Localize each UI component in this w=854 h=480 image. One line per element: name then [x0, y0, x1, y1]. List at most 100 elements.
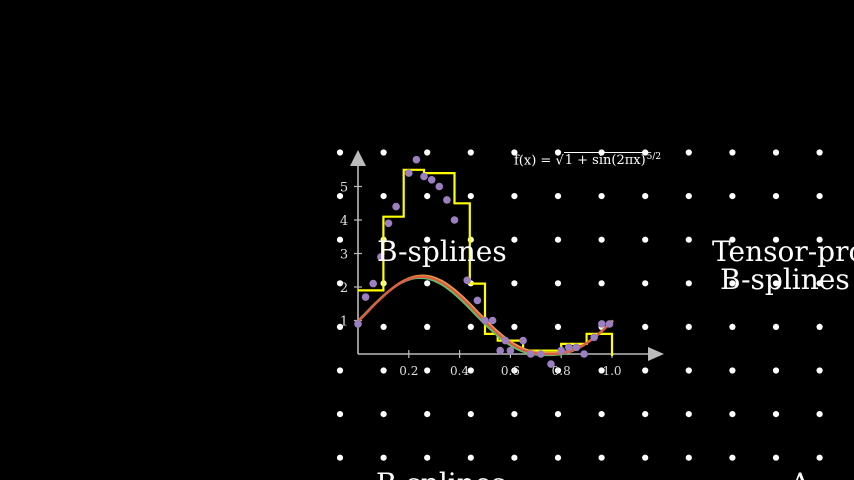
- grid-dot: [642, 411, 649, 418]
- grid-dot: [729, 454, 736, 461]
- grid-dot: [554, 411, 562, 418]
- grid-dot: [642, 280, 649, 287]
- grid-dot: [598, 454, 605, 461]
- grid-dot: [511, 149, 518, 156]
- sample-point: [526, 350, 535, 358]
- sample-point: [377, 253, 385, 261]
- grid-dot: [424, 280, 431, 287]
- grid-dot: [598, 193, 605, 200]
- grid-dot: [598, 367, 605, 374]
- x-tick-label: 1.0: [602, 364, 621, 378]
- grid-dot: [729, 367, 736, 374]
- grid-dot: [511, 280, 518, 287]
- grid-dot: [685, 280, 692, 287]
- grid-dot: [380, 411, 387, 418]
- sample-point: [481, 316, 489, 325]
- sample-point: [361, 293, 370, 301]
- grid-dot: [336, 280, 344, 287]
- sample-point: [537, 350, 545, 358]
- formula-lhs: f(x) =: [514, 153, 556, 169]
- grid-dot: [642, 236, 649, 243]
- sample-point: [384, 219, 393, 228]
- grid-dot: [772, 236, 780, 243]
- sample-point: [488, 316, 497, 325]
- grid-dot: [554, 236, 562, 243]
- grid-dot: [336, 411, 344, 418]
- grid-dot: [729, 411, 736, 418]
- sample-point: [557, 346, 565, 355]
- grid-dot: [772, 454, 780, 461]
- formula-radicand: 1 + sin(2πx): [563, 152, 647, 169]
- grid-dot: [685, 411, 692, 418]
- grid-dot: [467, 193, 474, 200]
- grid-dot: [816, 323, 823, 330]
- sample-point: [580, 350, 588, 358]
- grid-dot: [598, 149, 605, 156]
- grid-dot: [816, 193, 823, 200]
- grid-dot: [467, 367, 474, 374]
- sample-point: [501, 336, 510, 345]
- grid-dot: [642, 149, 649, 156]
- sample-point: [369, 279, 378, 288]
- sample-point: [450, 216, 459, 224]
- grid-dot: [816, 236, 823, 243]
- grid-dot: [467, 323, 474, 330]
- sample-point: [496, 346, 505, 355]
- grid-dot: [642, 367, 649, 374]
- tensor-product-label-line1: Tensor-pro: [712, 235, 854, 268]
- grid-dot: [336, 454, 344, 461]
- sample-point: [473, 296, 482, 305]
- y-axis-arrowhead: [350, 150, 366, 166]
- x-tick-label: 0.8: [552, 364, 571, 378]
- grid-dot: [424, 149, 431, 156]
- grid-dot: [511, 236, 518, 243]
- grid-dot: [467, 149, 474, 156]
- grid-dot: [511, 323, 518, 330]
- sample-point: [598, 320, 606, 328]
- y-tick-label: 5: [340, 181, 348, 196]
- grid-dot: [685, 149, 692, 156]
- grid-dot: [772, 193, 780, 200]
- grid-dot: [424, 323, 431, 330]
- sample-point: [565, 343, 573, 352]
- grid-dot: [554, 367, 562, 374]
- sample-point: [435, 182, 444, 191]
- x-tick-label: 0.2: [399, 364, 418, 378]
- grid-dot: [685, 236, 692, 243]
- sample-point: [427, 176, 436, 184]
- grid-dot: [380, 454, 387, 461]
- sample-point: [590, 333, 598, 342]
- grid-dot: [816, 454, 823, 461]
- function-formula: f(x) = √1 + sin(2πx)5/2: [514, 152, 662, 169]
- grid-dot: [424, 236, 431, 243]
- tensor-product-label-line2: B-splines: [720, 263, 850, 296]
- formula-exponent: 5/2: [646, 152, 662, 162]
- grid-dot: [554, 323, 562, 330]
- grid-dot: [772, 280, 780, 287]
- grid-dot: [424, 193, 431, 200]
- grid-dot: [729, 280, 736, 287]
- grid-dot: [772, 149, 780, 156]
- grid-dot: [816, 280, 823, 287]
- grid-dot: [598, 411, 605, 418]
- y-tick-label: 2: [340, 281, 348, 296]
- grid-dot: [380, 323, 387, 330]
- x-axis-arrowhead: [648, 347, 664, 361]
- grid-dot: [729, 193, 736, 200]
- grid-dot: [816, 149, 823, 156]
- grid-dot: [729, 236, 736, 243]
- grid-dot: [598, 236, 605, 243]
- grid-dot: [380, 193, 387, 200]
- y-tick-label: 1: [340, 315, 348, 330]
- sample-point: [572, 343, 581, 352]
- grid-dot: [598, 280, 605, 287]
- grid-dot: [772, 367, 780, 374]
- sample-point: [443, 196, 451, 204]
- grid-dot: [380, 367, 387, 374]
- bsplines-label: B-splines: [377, 235, 507, 268]
- sample-point: [519, 336, 527, 345]
- grid-dot: [336, 149, 344, 156]
- grid-dot: [336, 367, 344, 374]
